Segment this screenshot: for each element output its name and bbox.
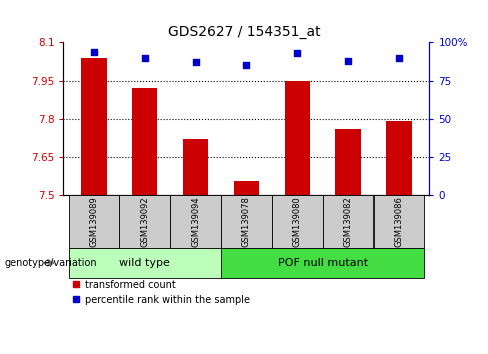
Text: GSM139080: GSM139080: [293, 196, 302, 247]
Point: [141, 55, 149, 61]
Bar: [81, 58, 107, 195]
Text: GSM139092: GSM139092: [140, 196, 149, 247]
Bar: [323, 195, 373, 248]
Text: GSM139089: GSM139089: [89, 196, 99, 247]
Bar: [132, 88, 158, 195]
Bar: [335, 129, 361, 195]
Bar: [120, 195, 170, 248]
Text: GSM139086: GSM139086: [394, 196, 404, 247]
Point: [395, 55, 403, 61]
Bar: [183, 139, 208, 195]
Text: GDS2627 / 154351_at: GDS2627 / 154351_at: [168, 25, 320, 39]
Bar: [221, 248, 424, 278]
Bar: [221, 195, 272, 248]
Point: [192, 59, 200, 65]
Bar: [234, 181, 259, 195]
Bar: [170, 195, 221, 248]
Point: [344, 58, 352, 64]
Bar: [69, 195, 119, 248]
Bar: [69, 248, 221, 278]
Point: [243, 62, 250, 68]
Text: GSM139094: GSM139094: [191, 196, 200, 247]
Bar: [374, 195, 424, 248]
Text: genotype/variation: genotype/variation: [5, 258, 98, 268]
Point: [90, 49, 98, 55]
Bar: [285, 80, 310, 195]
Bar: [386, 121, 412, 195]
Point: [293, 50, 301, 56]
Text: GSM139082: GSM139082: [344, 196, 353, 247]
Text: POF null mutant: POF null mutant: [278, 258, 368, 268]
Bar: [272, 195, 323, 248]
Text: wild type: wild type: [120, 258, 170, 268]
Text: GSM139078: GSM139078: [242, 196, 251, 247]
Legend: transformed count, percentile rank within the sample: transformed count, percentile rank withi…: [68, 276, 254, 308]
